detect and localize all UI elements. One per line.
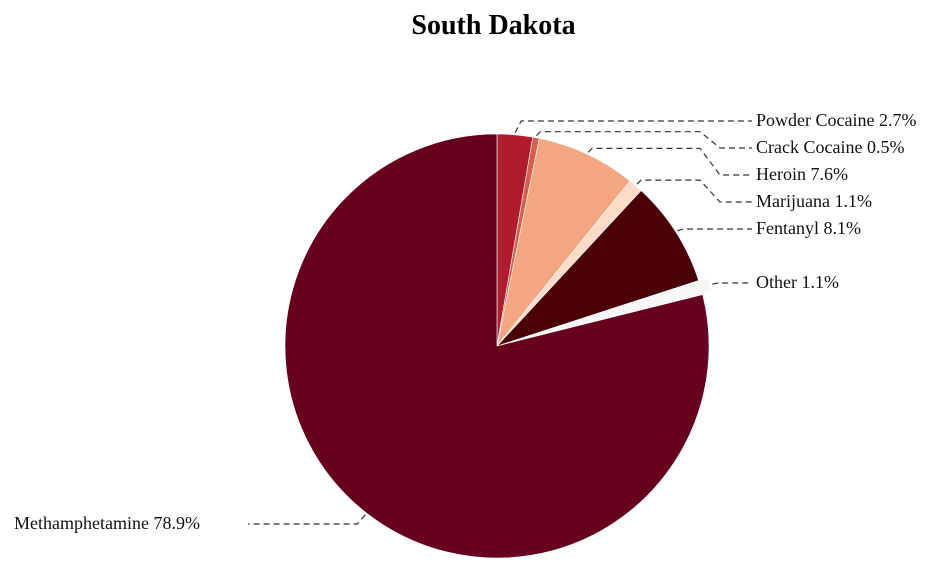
leader-line-marijuana	[636, 179, 752, 203]
leader-line-heroin	[587, 147, 752, 176]
leader-line-crack-cocaine	[536, 131, 752, 149]
pie-slice-fentanyl	[495, 190, 700, 347]
chart-title: South Dakota	[411, 10, 576, 41]
slice-label-methamphetamine: Methamphetamine 78.9%	[14, 513, 200, 533]
pie-slices	[284, 133, 713, 559]
slice-labels: Powder Cocaine 2.7% Crack Cocaine 0.5% Her…	[14, 110, 916, 533]
slice-label-powder-cocaine: Powder Cocaine 2.7%	[756, 110, 916, 130]
leader-line-fentanyl	[677, 228, 752, 232]
slice-label-other: Other 1.1%	[756, 272, 839, 292]
leader-lines	[248, 120, 752, 525]
pie-slice-other	[506, 277, 713, 344]
slice-label-heroin: Heroin 7.6%	[756, 164, 848, 184]
slice-label-fentanyl: Fentanyl 8.1%	[756, 218, 861, 238]
leader-line-other	[712, 282, 752, 285]
leader-line-methamphetamine	[248, 514, 366, 525]
slice-label-marijuana: Marijuana 1.1%	[756, 191, 872, 211]
slice-label-crack-cocaine: Crack Cocaine 0.5%	[756, 137, 904, 157]
pie-slice-methamphetamine	[284, 133, 710, 559]
pie-slice-heroin	[496, 137, 631, 347]
leader-line-powder-cocaine	[514, 120, 752, 134]
